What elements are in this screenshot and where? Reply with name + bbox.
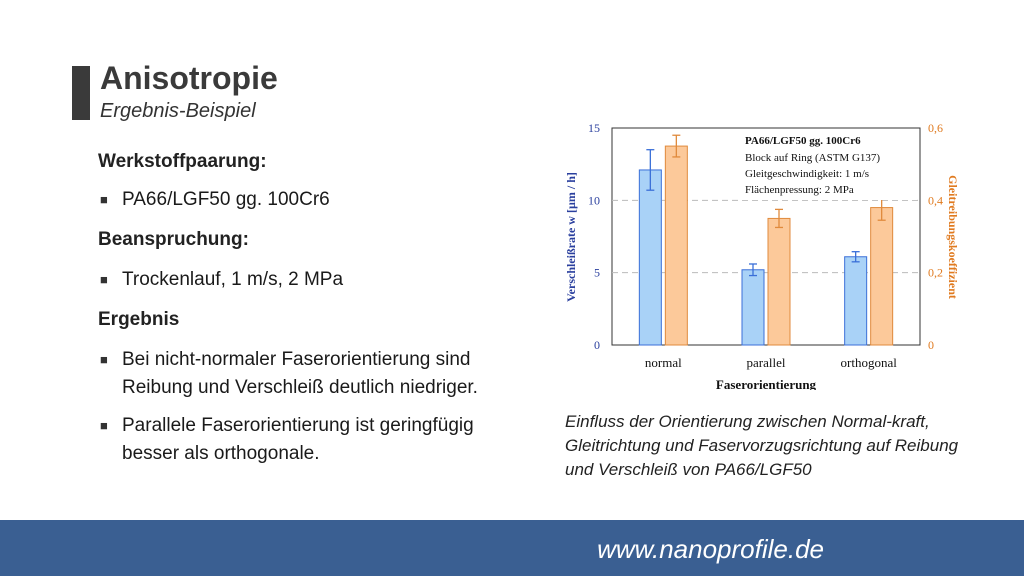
bullet-item: ■ PA66/LGF50 gg. 100Cr6 (98, 186, 518, 214)
bullet-item: ■ Parallele Faserorientierung ist geringf… (98, 412, 518, 468)
bar-friction (870, 207, 894, 346)
bullet-item: ■ Bei nicht-normaler Faserorientierung si… (98, 346, 518, 402)
left-axis-label: Verschleißrate w [µm / h] (564, 172, 578, 302)
legend-title: PA66/LGF50 gg. 100Cr6 (745, 135, 861, 147)
content-block: Werkstoffpaarung: ■ PA66/LGF50 gg. 100Cr6… (98, 148, 518, 468)
bullet-item: ■ Trockenlauf, 1 m/s, 2 MPa (98, 266, 518, 294)
x-axis-categories: normal parallel orthogonal (645, 355, 897, 370)
legend-line: Block auf Ring (ASTM G137) (745, 152, 880, 164)
right-tick-label: 0,6 (928, 121, 943, 135)
bullet-text: PA66/LGF50 gg. 100Cr6 (122, 189, 330, 210)
title-accent-bar (72, 66, 90, 120)
right-tick-label: 0,2 (928, 266, 943, 280)
legend-box-bg (739, 132, 917, 200)
heading-ergebnis: Ergebnis (98, 309, 180, 330)
bullet-square-icon: ■ (100, 192, 108, 207)
heading-beanspruchung: Beanspruchung: (98, 229, 249, 250)
bullet-text: Parallele Faserorientierung ist geringfü… (122, 415, 474, 464)
right-tick-label: 0 (928, 338, 934, 352)
left-tick-label: 10 (588, 193, 600, 207)
bullet-square-icon: ■ (100, 352, 108, 367)
footer-bar: www.nanoprofile.de (0, 520, 1024, 576)
right-tick-label: 0,4 (928, 193, 943, 207)
wear-friction-chart: 0 5 10 15 0 0,2 0,4 0,6 normal parallel orthogon… (564, 121, 960, 390)
bullet-square-icon: ■ (100, 272, 108, 287)
bullet-text: Bei nicht-normaler Faserorientierung sin… (122, 349, 478, 398)
left-tick-label: 0 (594, 338, 600, 352)
bar-friction (767, 217, 791, 346)
plot-frame (611, 127, 921, 346)
heading-werkstoffpaarung: Werkstoffpaarung: (98, 151, 267, 172)
figure-caption: Einfluss der Orientierung zwischen Norma… (565, 412, 959, 479)
slide-subtitle: Ergebnis-Beispiel (100, 100, 256, 122)
x-category-label: parallel (747, 355, 786, 370)
left-tick-label: 15 (588, 121, 600, 135)
left-axis-ticks: 0 5 10 15 (588, 121, 600, 352)
bullet-text: Trockenlauf, 1 m/s, 2 MPa (122, 269, 344, 290)
bar-wear (638, 169, 662, 346)
bar-wear (741, 269, 765, 346)
x-axis-label: Faserorientierung (716, 377, 817, 390)
legend-line: Flächenpressung: 2 MPa (745, 184, 854, 196)
bar-friction (664, 145, 688, 346)
bullet-square-icon: ■ (100, 418, 108, 433)
right-axis-ticks: 0 0,2 0,4 0,6 (928, 121, 943, 352)
x-category-label: normal (645, 355, 682, 370)
left-tick-label: 5 (594, 266, 600, 280)
slide-title: Anisotropie (100, 60, 278, 96)
bar-wear (844, 256, 868, 346)
footer-url: www.nanoprofile.de (597, 534, 824, 564)
right-axis-label: Gleitreibungskoeffizient (946, 175, 960, 299)
grid-lines (612, 199, 920, 274)
bar-group (638, 134, 894, 346)
legend-line: Gleitgeschwindigkeit: 1 m/s (745, 168, 869, 180)
x-category-label: orthogonal (841, 355, 898, 370)
